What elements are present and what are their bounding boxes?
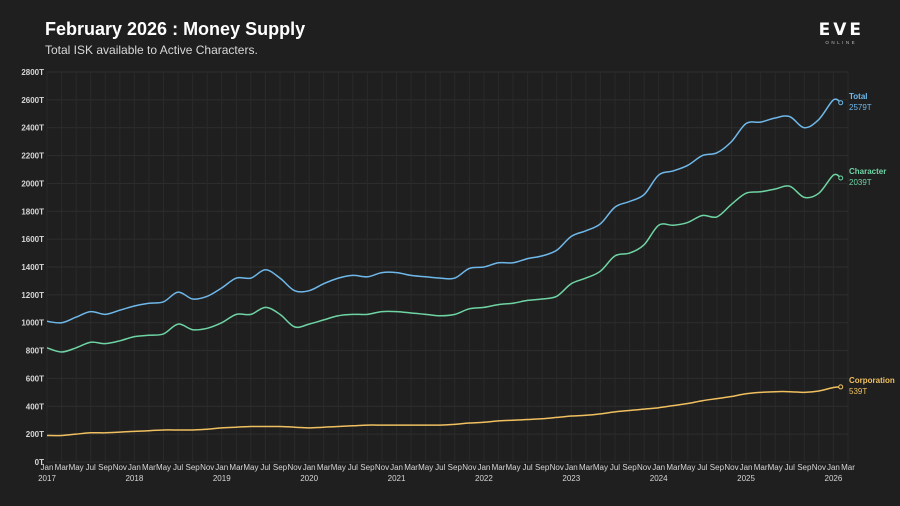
y-tick-label: 0T — [35, 458, 44, 467]
x-tick-month: Sep — [273, 463, 288, 472]
x-tick-month: Mar — [754, 463, 768, 472]
x-tick-month: Nov — [637, 463, 651, 472]
x-tick-month: Sep — [98, 463, 113, 472]
x-tick-month: Jan — [390, 463, 403, 472]
series-endpoint-character — [838, 175, 844, 181]
x-tick-month: Jan — [740, 463, 753, 472]
x-tick-month: Mar — [492, 463, 506, 472]
x-tick-month: Jul — [173, 463, 183, 472]
x-tick-month: Mar — [841, 463, 855, 472]
x-tick-month: Jul — [348, 463, 358, 472]
x-tick-month: Nov — [462, 463, 476, 472]
y-tick-label: 2200T — [21, 152, 44, 161]
y-tick-label: 800T — [26, 347, 44, 356]
series-value-character: 2039T — [849, 178, 872, 187]
series-endpoint-total — [838, 100, 844, 106]
x-tick-month: Mar — [317, 463, 331, 472]
x-tick-month: Mar — [666, 463, 680, 472]
x-tick-month: Nov — [113, 463, 127, 472]
x-tick-month: Mar — [579, 463, 593, 472]
series-line-corporation — [46, 386, 841, 437]
y-tick-label: 1200T — [21, 291, 44, 300]
x-tick-year: 2017 — [38, 474, 56, 483]
x-tick-month: Sep — [797, 463, 812, 472]
y-tick-label: 1400T — [21, 263, 44, 272]
x-tick-month: Sep — [448, 463, 463, 472]
series-line-total — [46, 98, 842, 324]
series-name-corporation: Corporation — [849, 376, 895, 385]
x-tick-month: Jan — [41, 463, 54, 472]
x-tick-month: Jul — [697, 463, 707, 472]
x-tick-month: Jul — [435, 463, 445, 472]
x-tick-month: Mar — [404, 463, 418, 472]
x-tick-month: Nov — [550, 463, 564, 472]
x-tick-year: 2019 — [213, 474, 231, 483]
x-tick-month: May — [680, 463, 695, 472]
x-tick-month: Jan — [477, 463, 490, 472]
x-tick-month: May — [156, 463, 171, 472]
y-tick-label: 2000T — [21, 179, 44, 188]
series-name-character: Character — [849, 167, 886, 176]
x-tick-month: Jul — [86, 463, 96, 472]
x-tick-year: 2025 — [737, 474, 755, 483]
x-tick-month: May — [331, 463, 346, 472]
x-tick-year: 2020 — [300, 474, 318, 483]
x-tick-month: Jul — [522, 463, 532, 472]
x-tick-month: Sep — [360, 463, 375, 472]
x-tick-month: Sep — [622, 463, 637, 472]
x-tick-month: Nov — [287, 463, 301, 472]
y-tick-label: 1000T — [21, 319, 44, 328]
x-tick-month: May — [505, 463, 520, 472]
x-tick-year: 2022 — [475, 474, 493, 483]
series-endpoint-corporation — [838, 384, 844, 390]
x-tick-month: Sep — [710, 463, 725, 472]
x-tick-year: 2023 — [562, 474, 580, 483]
x-tick-month: Sep — [186, 463, 201, 472]
x-tick-month: May — [418, 463, 433, 472]
series-value-corporation: 539T — [849, 387, 867, 396]
x-tick-month: May — [593, 463, 608, 472]
chart-subtitle: Total ISK available to Active Characters… — [45, 43, 258, 57]
x-tick-month: May — [243, 463, 258, 472]
x-tick-month: May — [768, 463, 783, 472]
x-tick-month: Mar — [229, 463, 243, 472]
x-tick-year: 2024 — [650, 474, 668, 483]
x-tick-month: Nov — [812, 463, 826, 472]
x-tick-year: 2026 — [825, 474, 843, 483]
chart-title: February 2026 : Money Supply — [45, 19, 306, 39]
x-tick-month: Jan — [565, 463, 578, 472]
x-tick-month: Jan — [215, 463, 228, 472]
y-tick-label: 1600T — [21, 235, 44, 244]
x-tick-month: Jul — [785, 463, 795, 472]
x-tick-month: Jul — [610, 463, 620, 472]
x-tick-month: Jan — [128, 463, 141, 472]
series-value-total: 2579T — [849, 103, 872, 112]
x-tick-month: Mar — [55, 463, 69, 472]
x-tick-month: Jan — [652, 463, 665, 472]
x-tick-month: Nov — [200, 463, 214, 472]
eve-online-logo: EVE ONLINE — [818, 20, 864, 46]
logo-subtext: ONLINE — [825, 40, 858, 45]
y-tick-label: 600T — [26, 374, 44, 383]
y-tick-label: 200T — [26, 430, 44, 439]
series-line-character — [46, 173, 842, 353]
y-tick-label: 2600T — [21, 96, 44, 105]
x-tick-year: 2018 — [125, 474, 143, 483]
x-tick-month: May — [69, 463, 84, 472]
x-tick-month: Mar — [142, 463, 156, 472]
x-tick-month: Jan — [827, 463, 840, 472]
x-tick-month: Jan — [303, 463, 316, 472]
logo-mark: EVE — [818, 20, 864, 40]
series-name-total: Total — [849, 92, 868, 101]
x-tick-month: Nov — [724, 463, 738, 472]
y-tick-label: 400T — [26, 402, 44, 411]
x-tick-year: 2021 — [388, 474, 406, 483]
y-tick-label: 1800T — [21, 207, 44, 216]
y-tick-label: 2400T — [21, 124, 44, 133]
x-tick-month: Nov — [375, 463, 389, 472]
x-tick-month: Jul — [260, 463, 270, 472]
x-tick-month: Sep — [535, 463, 550, 472]
y-tick-label: 2800T — [21, 68, 44, 77]
